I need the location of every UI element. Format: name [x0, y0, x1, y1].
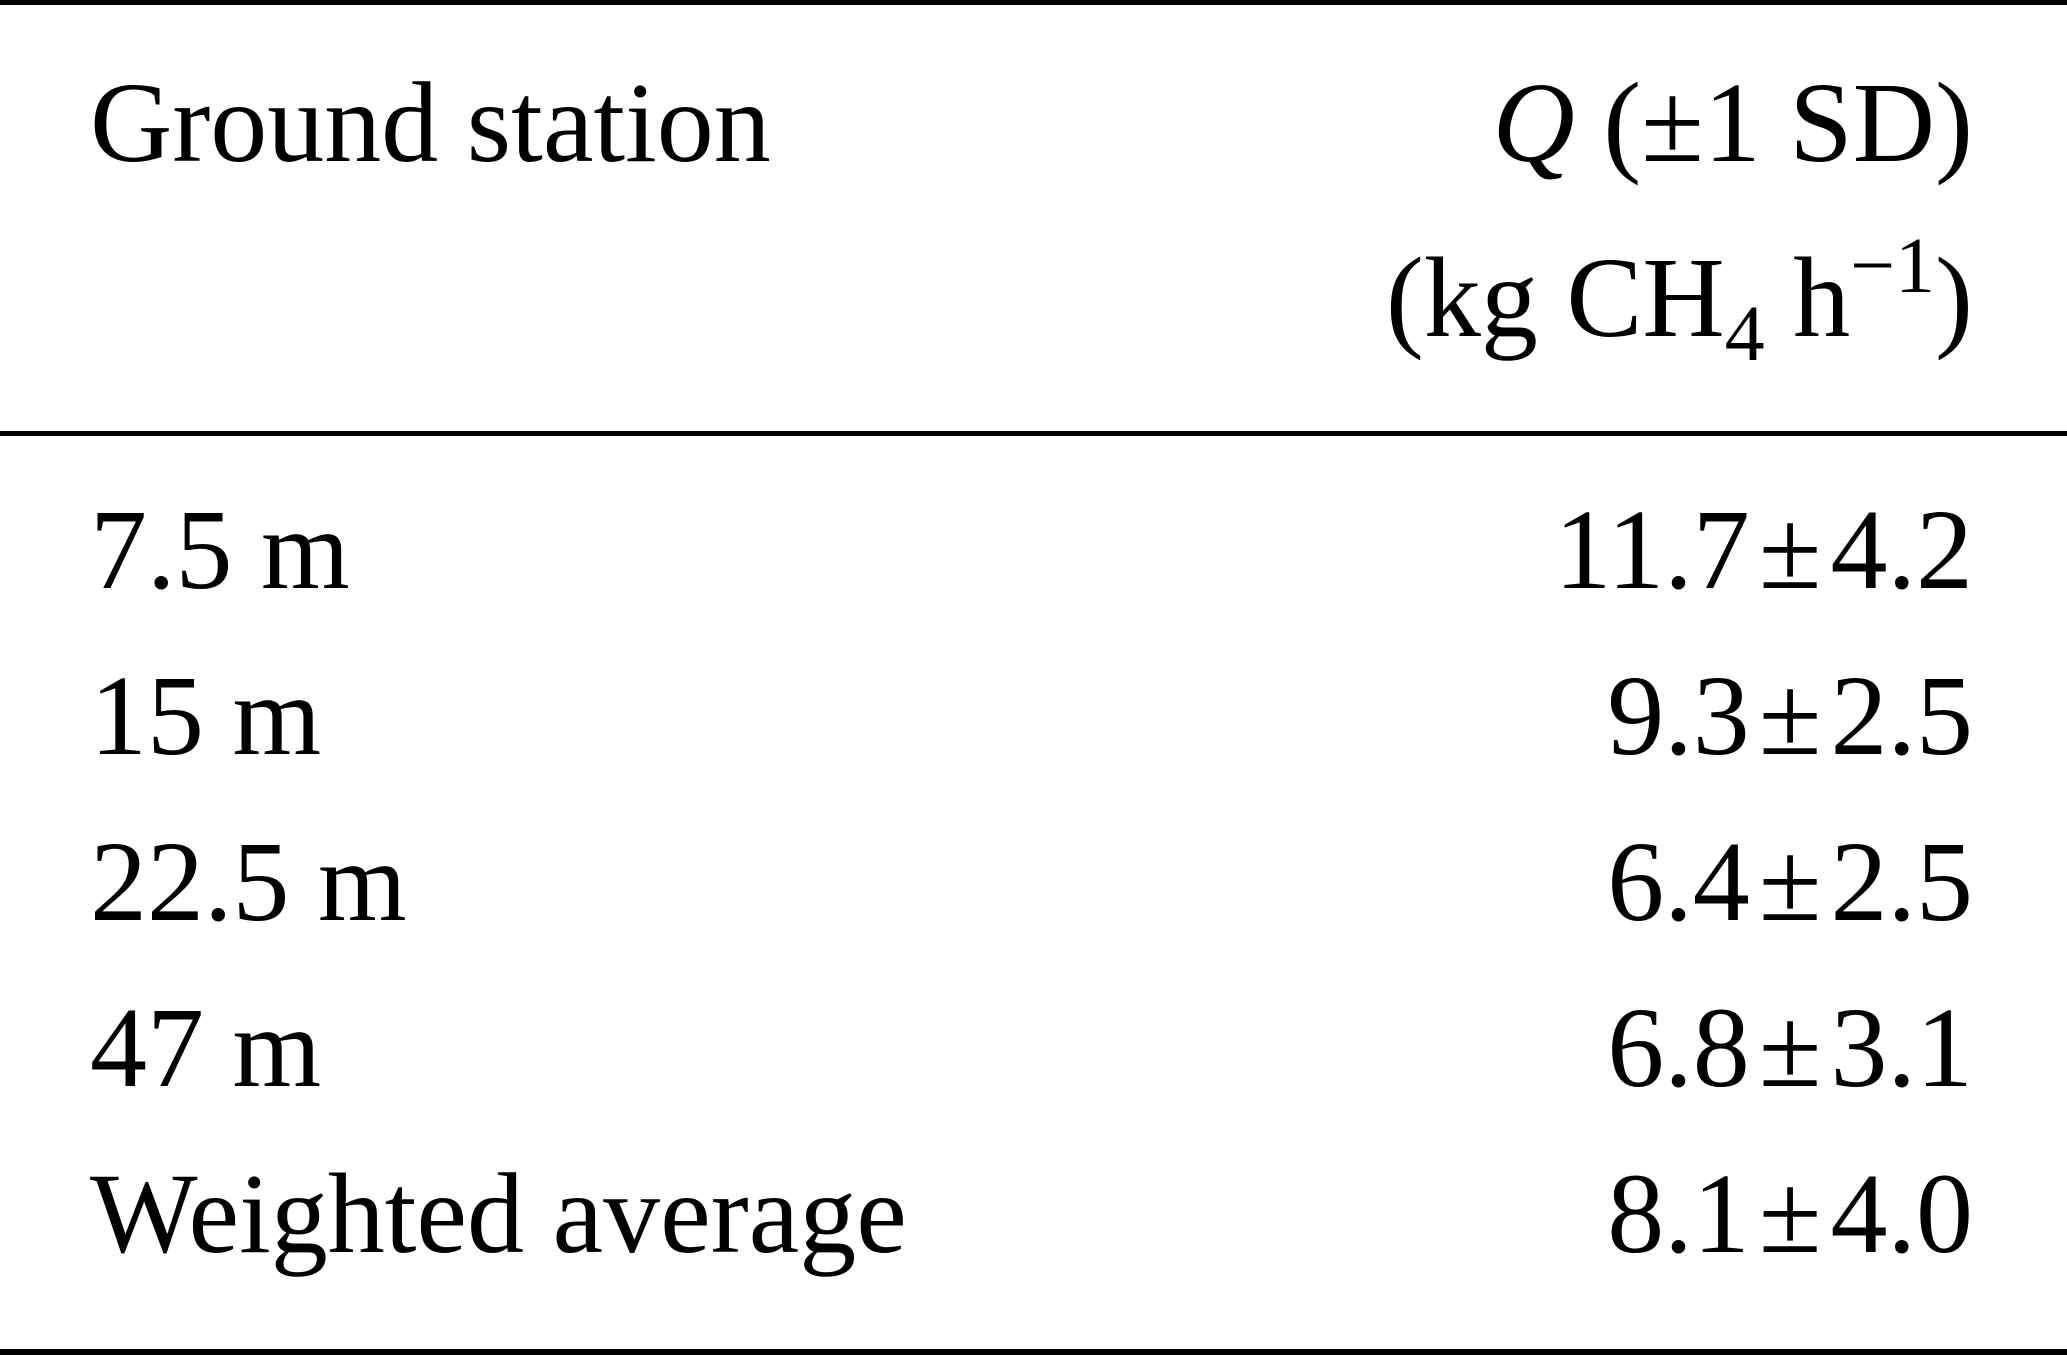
row-sd-3: 3.1	[1830, 984, 1974, 1111]
row-pm-1: ±	[1758, 652, 1822, 779]
unit-superscript: −1	[1850, 222, 1936, 311]
row-sd-1: 2.5	[1830, 652, 1974, 779]
row-pm-0: ±	[1758, 486, 1822, 613]
row-pm-2: ±	[1758, 818, 1822, 945]
bottom-rule	[0, 1349, 2067, 1355]
header-q-column: Q (±1 SD)	[1492, 66, 1973, 180]
unit-close: )	[1935, 234, 1973, 361]
row-station-3: 47 m	[90, 984, 322, 1111]
row-station-2: 22.5 m	[90, 818, 407, 945]
row-pm-4: ±	[1758, 1150, 1822, 1277]
row-pm-3: ±	[1758, 984, 1822, 1111]
header-rule	[0, 431, 2067, 436]
row-sd-4: 4.0	[1830, 1150, 1974, 1277]
row-mean-4: 8.1	[1607, 1150, 1750, 1277]
row-sd-0: 4.2	[1830, 486, 1974, 613]
row-value-4: 8.1±4.0	[1607, 1157, 1973, 1271]
row-value-0: 11.7±4.2	[1554, 493, 1973, 607]
row-value-1: 9.3±2.5	[1607, 659, 1973, 773]
unit-open: (kg CH	[1385, 234, 1725, 361]
row-sd-2: 2.5	[1830, 818, 1974, 945]
row-mean-0: 11.7	[1554, 486, 1750, 613]
q-sd-label: (±1 SD)	[1603, 59, 1973, 186]
row-mean-3: 6.8	[1607, 984, 1750, 1111]
header-unit: (kg CH4 h−1)	[1386, 226, 1973, 374]
row-mean-2: 6.4	[1607, 818, 1750, 945]
q-symbol: Q	[1492, 59, 1575, 186]
row-station-4: Weighted average	[90, 1150, 907, 1277]
row-station-1: 15 m	[90, 652, 322, 779]
unit-hour: h	[1764, 234, 1851, 361]
row-value-3: 6.8±3.1	[1607, 991, 1973, 1105]
row-station-0: 7.5 m	[90, 486, 350, 613]
top-rule	[0, 0, 2067, 5]
header-ground-station: Ground station	[90, 59, 771, 186]
row-mean-1: 9.3	[1607, 652, 1750, 779]
row-value-2: 6.4±2.5	[1607, 825, 1973, 939]
unit-subscript: 4	[1724, 289, 1765, 378]
